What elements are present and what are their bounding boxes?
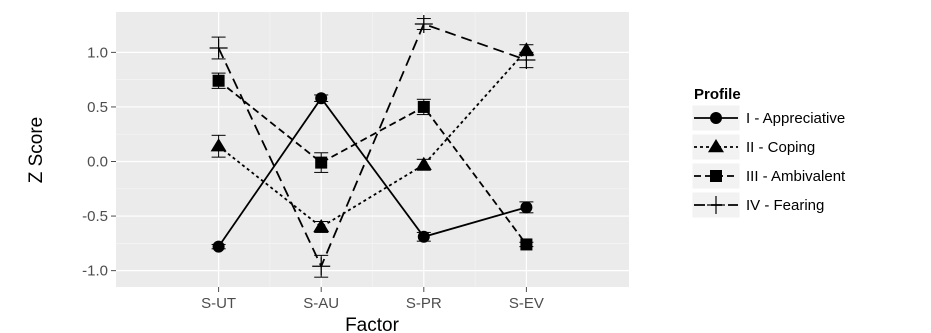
legend-label: I - Appreciative bbox=[746, 110, 845, 127]
data-point bbox=[313, 218, 330, 233]
data-point bbox=[417, 100, 430, 113]
data-point bbox=[312, 257, 331, 276]
x-tick-label: S-PR bbox=[406, 295, 442, 312]
series-4 bbox=[209, 15, 536, 278]
legend-label: III - Ambivalent bbox=[746, 168, 846, 185]
legend-key-marker bbox=[707, 196, 725, 214]
data-point bbox=[520, 201, 533, 214]
series-line bbox=[217, 22, 527, 269]
data-point bbox=[315, 92, 328, 105]
series-line bbox=[218, 80, 528, 245]
legend-item: I - Appreciative bbox=[691, 104, 845, 132]
legend-label: IV - Fearing bbox=[746, 197, 824, 214]
data-point bbox=[517, 51, 536, 70]
legend-item: II - Coping bbox=[691, 133, 815, 161]
series-1 bbox=[211, 92, 534, 253]
data-point bbox=[417, 230, 430, 243]
grid-major bbox=[116, 12, 629, 287]
series-layer bbox=[209, 15, 536, 278]
y-tick-label: 0.5 bbox=[87, 99, 108, 116]
y-axis-title: Z Score bbox=[26, 117, 47, 184]
y-tick-label: -0.5 bbox=[82, 208, 108, 225]
y-tick-label: 0.0 bbox=[87, 154, 108, 171]
legend-key-marker bbox=[710, 170, 722, 182]
legend-key-marker bbox=[710, 112, 722, 124]
data-point bbox=[209, 39, 228, 58]
legend-title: Profile bbox=[694, 86, 741, 103]
data-point bbox=[210, 138, 227, 152]
legend-keys: I - Appreciative II - Coping III - Ambival… bbox=[691, 104, 846, 219]
data-point bbox=[520, 238, 533, 251]
x-axis-title: Factor bbox=[345, 315, 400, 333]
data-point bbox=[415, 156, 432, 170]
x-tick-label: S-UT bbox=[201, 295, 236, 312]
y-axis-ticks: -1.0 -0.5 0.0 0.5 1.0 bbox=[82, 44, 116, 280]
x-axis-ticks: S-UT S-AU S-PR S-EV bbox=[201, 287, 544, 312]
legend-key-marker bbox=[708, 139, 724, 153]
y-tick-label: 1.0 bbox=[87, 44, 108, 61]
series-3 bbox=[211, 72, 534, 251]
data-point bbox=[414, 15, 433, 34]
series-line bbox=[217, 96, 527, 248]
data-point bbox=[315, 156, 328, 169]
legend-item: III - Ambivalent bbox=[691, 162, 846, 190]
x-tick-label: S-AU bbox=[303, 295, 339, 312]
legend-label: II - Coping bbox=[746, 139, 815, 156]
data-point bbox=[212, 240, 225, 253]
x-tick-label: S-EV bbox=[509, 295, 544, 312]
y-tick-label: -1.0 bbox=[82, 263, 108, 280]
data-point bbox=[212, 74, 225, 87]
legend: Profile I - Appreciative II - Coping III -… bbox=[691, 86, 846, 219]
legend-item: IV - Fearing bbox=[691, 191, 824, 219]
